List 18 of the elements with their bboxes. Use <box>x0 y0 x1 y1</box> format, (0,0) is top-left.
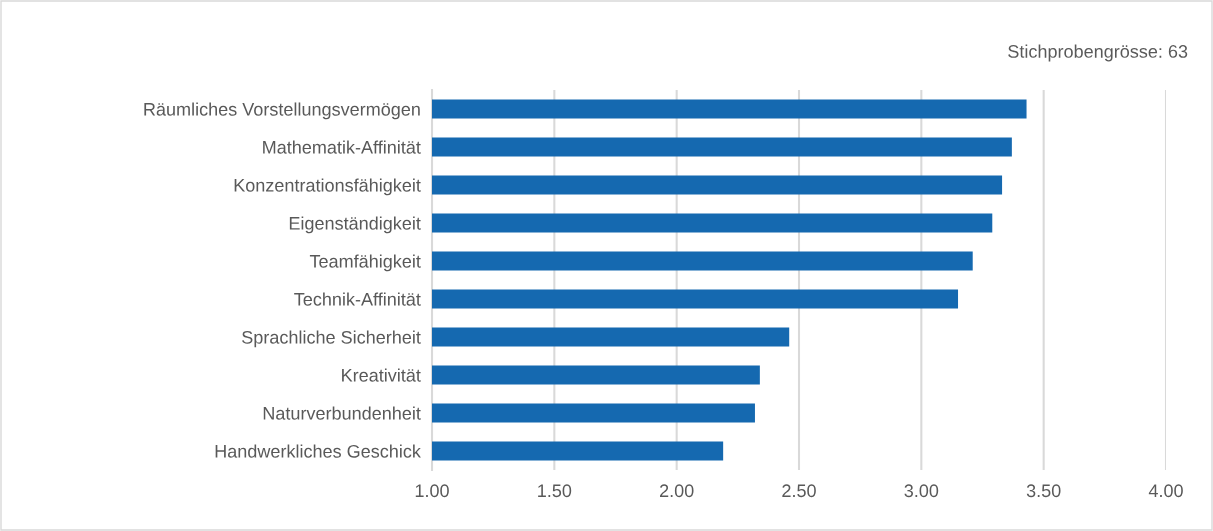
y-tick-label: Technik-Affinität <box>294 292 421 306</box>
y-tick-label: Teamfähigkeit <box>309 254 421 272</box>
x-tick-label: 3.50 <box>1026 484 1061 498</box>
y-tick-label: Eigenständigkeit <box>289 216 421 234</box>
x-tick-label: 4.00 <box>1148 484 1183 498</box>
x-tick-label: 2.00 <box>660 484 694 498</box>
text: Stichprobengrösse: 63 <box>1008 44 1188 62</box>
x-tick-label: 3.00 <box>904 484 939 498</box>
x-tick-label: 1.00 <box>415 484 449 498</box>
x-tick-label: 2.50 <box>782 484 816 498</box>
y-tick-label: Naturverbundenheit <box>263 406 421 420</box>
y-tick-label: Räumliches Vorstellungsvermögen <box>144 102 420 120</box>
y-tick-label: Mathematik-Affinität <box>263 140 421 154</box>
x-tick-label: 1.50 <box>538 484 572 498</box>
y-tick-label: Sprachliche Sicherheit <box>242 330 421 348</box>
y-tick-label: Kreativität <box>342 368 421 382</box>
y-tick-label: Handwerkliches Geschick <box>215 444 421 458</box>
y-tick-label: Konzentrationsfähigkeit <box>234 178 421 196</box>
